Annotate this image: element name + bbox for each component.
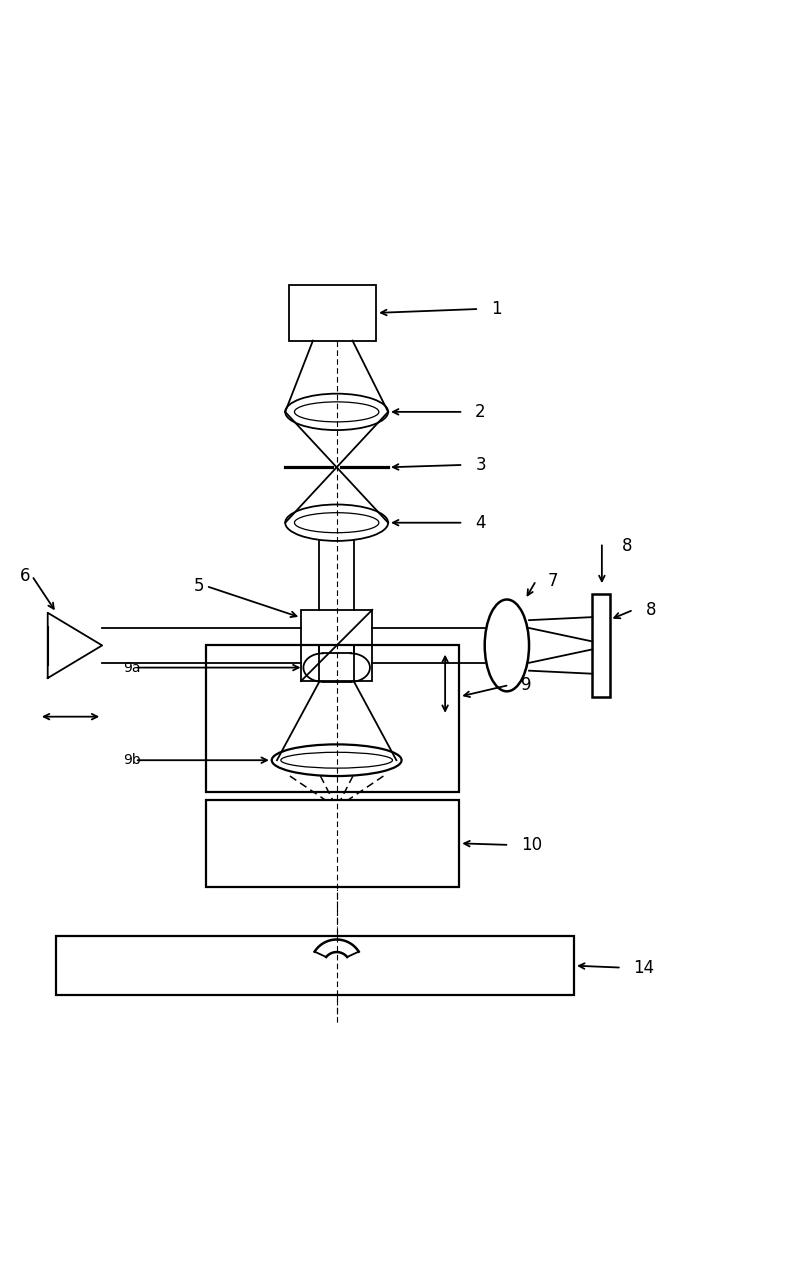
Text: 9b: 9b xyxy=(123,754,141,768)
Text: 2: 2 xyxy=(475,403,486,421)
Bar xyxy=(289,286,376,340)
Bar xyxy=(592,594,610,697)
Text: 10: 10 xyxy=(521,836,542,854)
Bar xyxy=(301,609,372,681)
Text: 6: 6 xyxy=(20,567,30,585)
Text: 9a: 9a xyxy=(123,660,141,674)
Text: 1: 1 xyxy=(491,300,502,317)
Text: 14: 14 xyxy=(634,959,654,977)
Text: 4: 4 xyxy=(475,514,486,532)
Text: 7: 7 xyxy=(548,571,558,589)
Text: 9: 9 xyxy=(521,676,532,694)
Text: 8: 8 xyxy=(646,601,656,618)
Text: 5: 5 xyxy=(194,578,205,595)
Bar xyxy=(206,799,459,887)
Bar xyxy=(56,936,574,996)
Text: 8: 8 xyxy=(622,538,632,556)
Text: 3: 3 xyxy=(475,456,486,474)
Bar xyxy=(206,645,459,792)
